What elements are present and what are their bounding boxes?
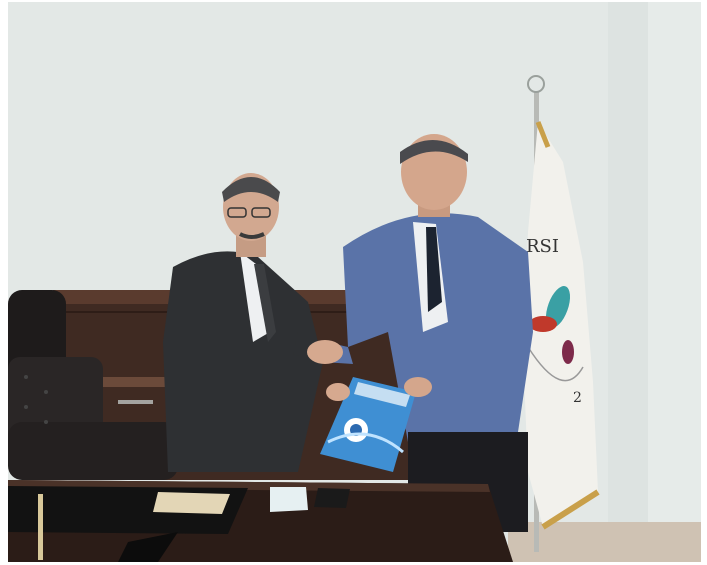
flag-text: RSI [526,236,559,257]
hand [404,377,432,397]
handshake [307,340,343,364]
flag-year: 2 [573,390,582,406]
desk [8,480,513,562]
hand [326,383,350,401]
blue-folder [320,377,416,472]
university-flag: RSI 2 [523,121,600,530]
photo-illustration: RSI 2 [8,2,701,562]
leather-chair [8,290,178,480]
photo: RSI 2 [8,2,701,562]
man-left [163,173,328,472]
floor [508,522,701,562]
